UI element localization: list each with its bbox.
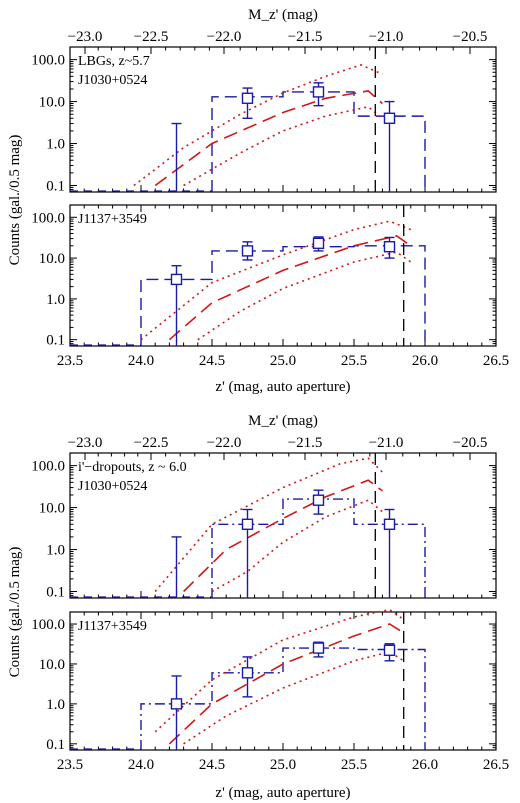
y-tick-label: 10.0	[39, 501, 65, 517]
data-point	[312, 642, 325, 654]
top-tick-label: −20.5	[453, 435, 488, 451]
panel-2: 0.1 1.0 10.0 100.0 23.5 24.0 24.5 25.0 25.5 26.0 2…	[31, 204, 509, 369]
y-tick-label: 1.0	[46, 697, 65, 713]
panel-annotation: J1030+0524	[78, 73, 147, 88]
model-lower-curve	[183, 105, 383, 187]
y-tick-label: 0.1	[46, 737, 65, 753]
model-curve	[154, 90, 383, 187]
y-tick-label: 10.0	[39, 251, 65, 267]
model-lower-curve	[183, 651, 405, 745]
data-point	[170, 273, 183, 286]
y-tick-label: 10.0	[39, 657, 65, 673]
model-upper-curve	[154, 608, 405, 733]
y-tick-label: 0.1	[46, 333, 65, 349]
x-tick-label: 25.0	[270, 353, 296, 369]
top-tick-label: −21.0	[369, 435, 404, 451]
data-point	[383, 112, 396, 124]
top-tick-label: −22.5	[134, 29, 169, 45]
panel-annotation: J1137+3549	[78, 212, 147, 227]
top-tick-label: −23.0	[68, 435, 103, 451]
x-tick-label: 23.5	[57, 353, 83, 369]
top-tick-label: −22.5	[134, 435, 169, 451]
y-tick-label: 0.1	[46, 179, 65, 195]
top-tick-label: −21.5	[288, 29, 323, 45]
model-lower-curve	[197, 251, 412, 341]
top-tick-label: −22.0	[207, 29, 242, 45]
data-point	[241, 518, 254, 530]
x-tick-label: 23.5	[57, 757, 83, 773]
y-tick-label: 1.0	[46, 543, 65, 559]
model-upper-curve	[154, 457, 383, 593]
y-tick-label: 0.1	[46, 585, 65, 601]
bottom-axis-label-group2: z' (mag, auto aperture)	[215, 785, 350, 801]
top-tick-label: −20.5	[453, 29, 488, 45]
panel-annotation: LBGs, z~5.7	[78, 54, 150, 69]
model-curve	[168, 623, 405, 745]
x-tick-label: 26.5	[483, 757, 509, 773]
y-tick-label: 100.0	[31, 53, 65, 69]
data-point	[241, 245, 254, 257]
x-tick-label: 24.5	[199, 757, 225, 773]
y-tick-label: 100.0	[31, 459, 65, 475]
top-axis-label-group1: M_z' (mag)	[248, 7, 318, 23]
model-lower-curve	[211, 499, 383, 593]
observed-histogram	[140, 245, 426, 346]
y-tick-label: 10.0	[39, 95, 65, 111]
x-tick-label: 24.0	[128, 353, 154, 369]
data-point	[170, 698, 183, 710]
y-tick-label: 1.0	[46, 137, 65, 153]
y-axis-label-group2: Counts (gal./0.5 mag)	[7, 547, 23, 678]
model-curve	[168, 235, 412, 341]
data-point	[383, 644, 396, 656]
panel-1: 0.1 1.0 10.0 100.0−23.0 −22.5 −22.0 −21.5 −21.0…	[31, 29, 497, 195]
x-tick-label: 26.5	[483, 353, 509, 369]
model-curve	[183, 479, 383, 593]
top-tick-label: −22.0	[207, 435, 242, 451]
data-point	[383, 241, 396, 253]
panel-annotation: J1030+0524	[78, 479, 147, 494]
panel-annotation: i'−dropouts, z ~ 6.0	[78, 460, 187, 475]
bottom-axis-label-group1: z' (mag, auto aperture)	[215, 379, 350, 395]
data-point	[312, 494, 325, 506]
top-tick-label: −21.0	[369, 29, 404, 45]
x-tick-label: 26.0	[412, 353, 438, 369]
top-axis-label-group2: M_z' (mag)	[248, 413, 318, 429]
x-tick-label: 25.0	[270, 757, 296, 773]
y-tick-label: 100.0	[31, 210, 65, 226]
y-axis-label-group1: Counts (gal./0.5 mag)	[7, 135, 23, 266]
y-tick-label: 1.0	[46, 292, 65, 308]
x-tick-label: 24.0	[128, 757, 154, 773]
x-tick-label: 25.5	[341, 757, 367, 773]
data-point	[312, 237, 325, 250]
panel-annotation: J1137+3549	[78, 619, 147, 634]
observed-histogram	[211, 91, 426, 192]
panel-4: 0.1 1.0 10.0 100.0 23.5 24.0 24.5 25.0 25.5 26.0 2…	[31, 608, 509, 773]
data-point	[241, 92, 254, 104]
top-tick-label: −21.5	[288, 435, 323, 451]
data-point	[241, 667, 254, 679]
data-point	[312, 86, 325, 98]
model-upper-curve	[133, 64, 383, 187]
x-tick-label: 26.0	[412, 757, 438, 773]
observed-histogram	[140, 647, 426, 750]
top-tick-label: −23.0	[68, 29, 103, 45]
x-tick-label: 25.5	[341, 353, 367, 369]
panel-3: 0.1 1.0 10.0 100.0−23.0 −22.5 −22.0 −21.5 −21.0…	[31, 435, 497, 601]
data-point	[383, 518, 396, 530]
x-tick-label: 24.5	[199, 353, 225, 369]
y-tick-label: 100.0	[31, 617, 65, 633]
